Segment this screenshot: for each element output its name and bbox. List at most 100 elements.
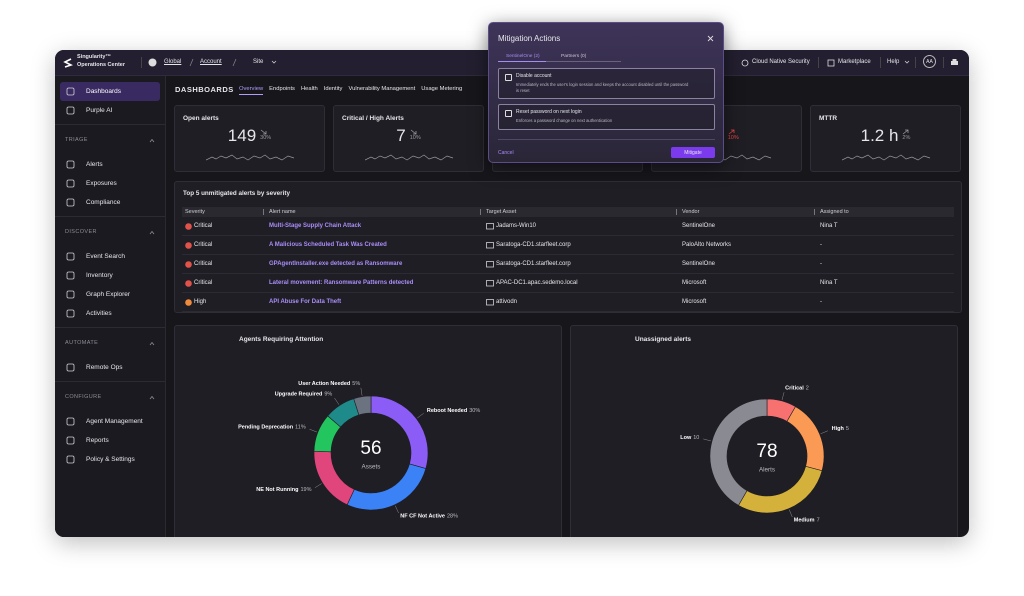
icon-shape <box>66 455 75 464</box>
table-cell[interactable]: Multi-Stage Supply Chain Attack <box>269 223 362 229</box>
option-description: Immediately ends the user's login sessio… <box>516 82 689 93</box>
nav-item[interactable]: Reports <box>60 431 160 450</box>
nav-item[interactable]: Graph Explorer <box>60 285 160 304</box>
print-icon[interactable] <box>950 58 959 67</box>
mitigation-option[interactable]: Reset password on next login Enforces a p… <box>498 104 715 130</box>
tab[interactable]: Overview <box>239 86 264 95</box>
donut-segment <box>313 450 355 506</box>
table-cell[interactable]: A Malicious Scheduled Task Was Created <box>269 242 387 248</box>
asset-icon <box>486 299 494 306</box>
cancel-button[interactable]: Cancel <box>498 150 514 156</box>
nav-item[interactable]: Agent Management <box>60 412 160 431</box>
kpi-title: Critical / High Alerts <box>342 115 404 122</box>
table-title: Top 5 unmitigated alerts by severity <box>183 190 290 197</box>
donut-chart: Reboot Needed 30% NF CF Not Active 28% NE No… <box>238 381 480 520</box>
badge-dot <box>185 223 192 230</box>
close-button[interactable] <box>707 35 714 42</box>
segment-value: 5 <box>846 427 849 433</box>
asset-shape <box>486 299 494 306</box>
tab[interactable]: Endpoints <box>269 86 295 92</box>
chevron-shape <box>149 395 155 399</box>
icon-shape <box>66 87 75 96</box>
kpi-change-text: 30% <box>260 135 272 141</box>
breadcrumb[interactable]: Account <box>200 59 222 65</box>
table-cell: SentinelOne <box>682 223 716 229</box>
mitigate-button[interactable]: Mitigate <box>671 147 715 158</box>
leader-line <box>395 505 399 514</box>
segment-name: NF CF Not Active <box>400 514 445 520</box>
icon-shape <box>66 106 75 115</box>
arrow-shape <box>410 129 417 135</box>
table-cell: - <box>820 242 822 248</box>
nav-icon <box>66 290 75 299</box>
sparkline-path <box>842 154 931 161</box>
kpi-card: Open alerts 149 30% <box>174 105 325 172</box>
nav-item[interactable]: Exposures <box>60 174 160 193</box>
breadcrumb[interactable]: Site <box>253 59 264 65</box>
asset-shape <box>486 223 494 230</box>
donut-segment <box>786 406 825 472</box>
chevron <box>904 60 910 64</box>
help-icon <box>148 58 157 67</box>
nav-item[interactable]: Policy & Settings <box>60 450 160 469</box>
icon-shape <box>66 198 75 207</box>
column-divider <box>676 209 677 215</box>
avatar[interactable]: AA <box>923 55 936 68</box>
table-cell: Critical <box>194 242 213 248</box>
table-cell[interactable]: Lateral movement: Ransomware Patterns de… <box>269 280 414 286</box>
column-divider <box>480 209 481 215</box>
donut-total: 78 <box>756 441 777 462</box>
badge-dot <box>185 261 192 268</box>
table-cell: - <box>820 261 822 267</box>
donut-total-label: Assets <box>362 464 381 471</box>
asset-shape <box>486 242 494 249</box>
nav-item[interactable]: Remote Ops <box>60 358 160 377</box>
nav-item[interactable]: Event Search <box>60 247 160 266</box>
segment-value: 30% <box>469 408 480 414</box>
chevron-shape <box>149 138 155 142</box>
table-cell[interactable]: GPAgentInstaller.exe detected as Ransomw… <box>269 261 403 267</box>
breadcrumb[interactable]: Global <box>164 59 182 65</box>
tab[interactable]: Identity <box>323 86 343 92</box>
table-cell: Nina T <box>820 280 838 286</box>
mitigation-option[interactable]: Disable account Immediately ends the user… <box>498 68 715 99</box>
table-cell: Critical <box>194 280 213 286</box>
nav-item[interactable]: Alerts <box>60 155 160 174</box>
table-cell: attivodn <box>496 299 518 305</box>
tab[interactable]: Health <box>300 86 318 92</box>
segment-value: 10 <box>693 435 699 441</box>
section-title: CONFIGURE <box>65 394 102 400</box>
segment-name: User Action Needed <box>298 381 350 387</box>
kpi-value: 7 <box>396 126 406 145</box>
nav-link[interactable]: Help <box>887 59 900 65</box>
modal-tab[interactable]: Partners (0) <box>561 54 587 59</box>
chevron <box>271 60 277 64</box>
severity-badge <box>185 299 192 306</box>
divider <box>141 57 142 68</box>
tab[interactable]: Vulnerability Management <box>348 86 416 92</box>
kpi-change: 10% <box>728 129 739 141</box>
nav-item[interactable]: Purple AI <box>60 101 160 120</box>
table-cell[interactable]: API Abuse For Data Theft <box>269 299 342 305</box>
kpi-change: 10% <box>410 129 421 141</box>
nav-item[interactable]: Compliance <box>60 193 160 212</box>
modal-title: Mitigation Actions <box>498 34 561 43</box>
option-title: Disable account <box>516 73 552 79</box>
sparkline-path <box>206 154 295 161</box>
nav-link[interactable]: Marketplace <box>838 59 871 65</box>
divider <box>880 57 881 68</box>
asset-shape <box>486 261 494 268</box>
column-divider <box>814 209 815 215</box>
segment-name: Upgrade Required <box>275 392 323 398</box>
nav-link[interactable]: Cloud Native Security <box>752 59 810 65</box>
nav-item[interactable]: Activities <box>60 304 160 323</box>
nav-item[interactable]: Dashboards <box>60 82 160 101</box>
option-description: Enforces a password change on next authe… <box>516 118 613 123</box>
nav-item[interactable]: Inventory <box>60 266 160 285</box>
column-header: Assigned to <box>820 209 849 215</box>
tab[interactable]: Usage Metering <box>421 86 463 92</box>
kpi-value-row: 7 10% <box>334 126 483 146</box>
modal-tab[interactable]: SentinelOne (2) <box>506 54 540 59</box>
asset-icon <box>486 280 494 287</box>
